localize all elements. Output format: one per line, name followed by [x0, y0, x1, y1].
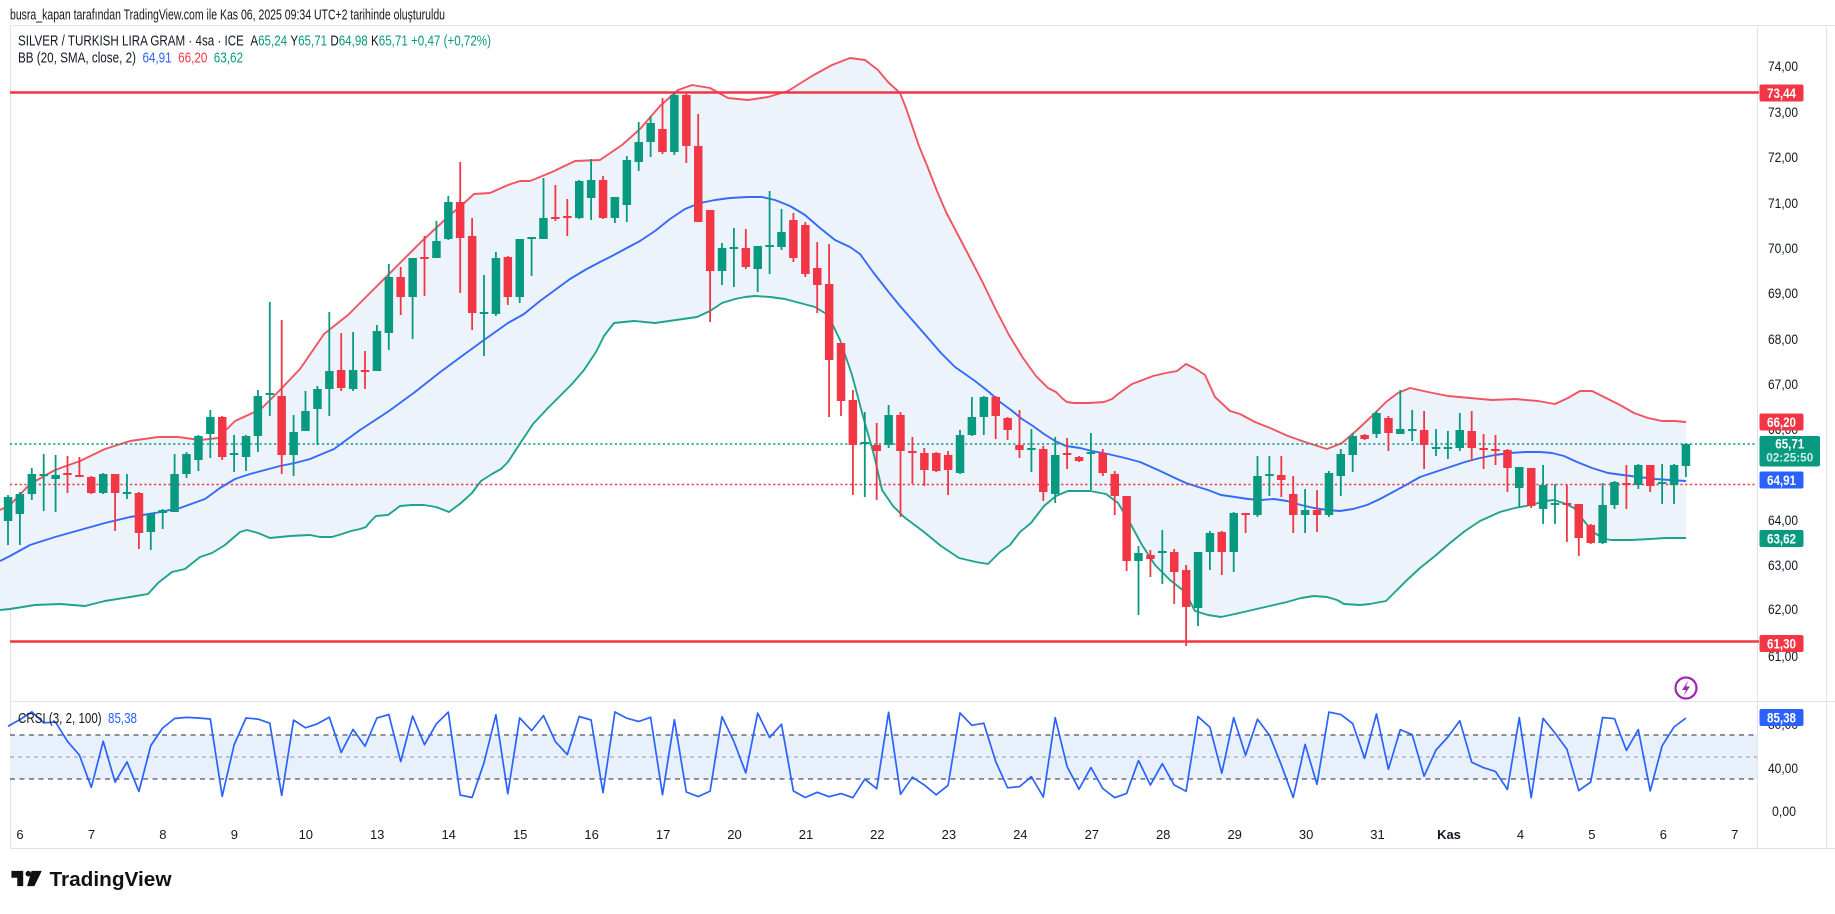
svg-text:13: 13 [370, 827, 384, 842]
svg-text:14: 14 [441, 827, 455, 842]
svg-text:TradingView: TradingView [50, 868, 172, 891]
svg-text:67,00: 67,00 [1768, 377, 1798, 392]
svg-text:85,38: 85,38 [1767, 711, 1796, 726]
svg-text:30: 30 [1299, 827, 1313, 842]
svg-text:68,00: 68,00 [1768, 332, 1798, 347]
svg-text:69,00: 69,00 [1768, 286, 1798, 301]
svg-text:busra_kapan tarafından Trading: busra_kapan tarafından TradingView.com i… [10, 7, 445, 24]
svg-text:24: 24 [1013, 827, 1027, 842]
svg-text:66,20: 66,20 [1767, 415, 1796, 430]
svg-text:72,00: 72,00 [1768, 150, 1798, 165]
svg-text:29: 29 [1227, 827, 1241, 842]
svg-text:9: 9 [231, 827, 238, 842]
svg-text:63,00: 63,00 [1768, 558, 1798, 573]
svg-text:31: 31 [1370, 827, 1384, 842]
svg-text:73,44: 73,44 [1767, 86, 1796, 101]
svg-text:70,00: 70,00 [1768, 241, 1798, 256]
svg-text:6: 6 [1660, 827, 1667, 842]
svg-text:0,00: 0,00 [1772, 804, 1796, 819]
svg-text:64,91: 64,91 [1767, 473, 1796, 488]
svg-text:61,30: 61,30 [1767, 637, 1796, 652]
svg-text:28: 28 [1156, 827, 1170, 842]
svg-text:65,71: 65,71 [1775, 437, 1804, 452]
svg-text:22: 22 [870, 827, 884, 842]
svg-text:Kas: Kas [1437, 827, 1461, 842]
svg-text:61,00: 61,00 [1768, 649, 1798, 664]
svg-text:10: 10 [299, 827, 313, 842]
svg-text:73,00: 73,00 [1768, 105, 1798, 120]
svg-text:16: 16 [584, 827, 598, 842]
svg-text:20: 20 [727, 827, 741, 842]
svg-text:17: 17 [656, 827, 670, 842]
svg-text:23: 23 [942, 827, 956, 842]
svg-text:5: 5 [1588, 827, 1595, 842]
svg-text:4: 4 [1517, 827, 1524, 842]
svg-text:7: 7 [88, 827, 95, 842]
svg-text:74,00: 74,00 [1768, 59, 1798, 74]
svg-text:6: 6 [16, 827, 23, 842]
svg-text:27: 27 [1085, 827, 1099, 842]
svg-text:CRSI (3, 2, 100) 85,38: CRSI (3, 2, 100) 85,38 [18, 710, 137, 727]
svg-text:40,00: 40,00 [1768, 761, 1798, 776]
svg-text:15: 15 [513, 827, 527, 842]
svg-text:8: 8 [159, 827, 166, 842]
svg-text:02:25:50: 02:25:50 [1766, 451, 1813, 465]
svg-text:SILVER / TURKISH LIRA GRAM · 4: SILVER / TURKISH LIRA GRAM · 4sa · ICE A… [18, 33, 491, 50]
svg-text:62,00: 62,00 [1768, 602, 1798, 617]
svg-text:64,00: 64,00 [1768, 513, 1798, 528]
svg-text:7: 7 [1731, 827, 1738, 842]
svg-text:21: 21 [799, 827, 813, 842]
svg-text:BB (20, SMA, close, 2) 64,91: BB (20, SMA, close, 2) 64,91 66,20 63,62 [18, 50, 243, 67]
svg-text:63,62: 63,62 [1767, 532, 1796, 547]
svg-text:71,00: 71,00 [1768, 196, 1798, 211]
